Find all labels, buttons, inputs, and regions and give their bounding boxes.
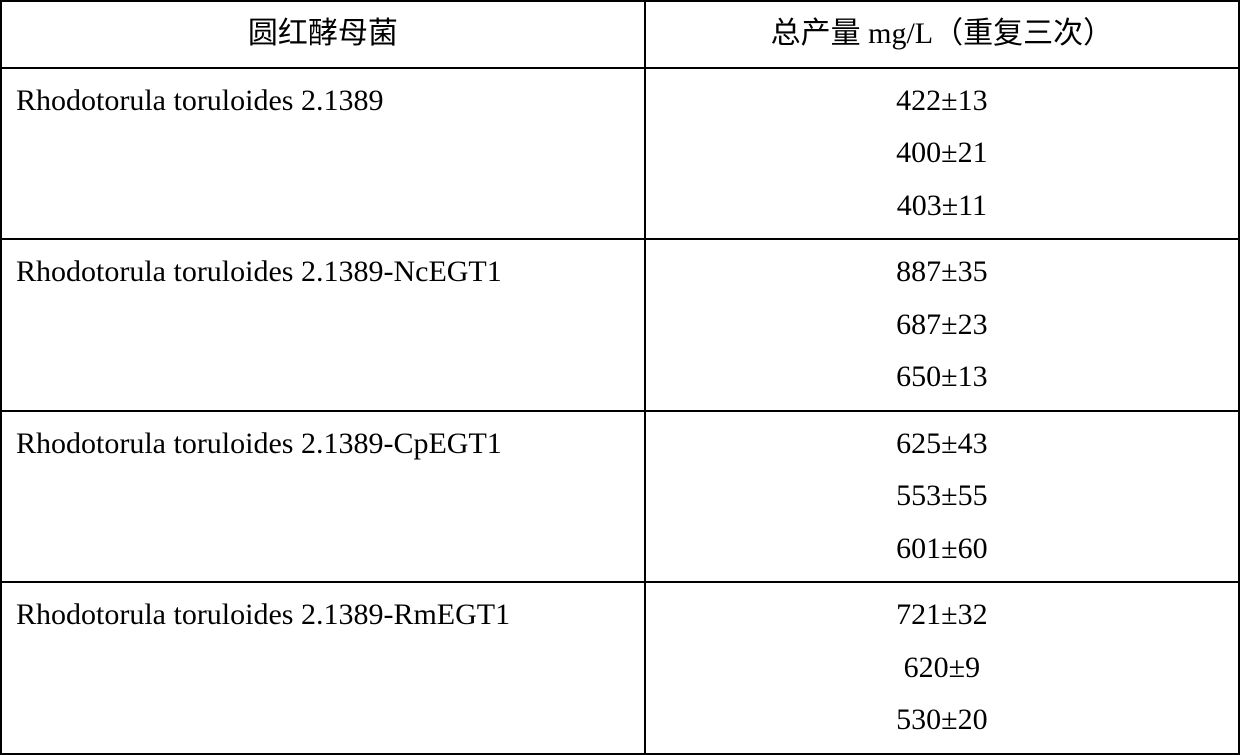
table-row: Rhodotorula toruloides 2.1389 422±13 400… bbox=[1, 68, 1239, 240]
header-yield: 总产量 mg/L（重复三次） bbox=[645, 1, 1239, 68]
header-row: 圆红酵母菌 总产量 mg/L（重复三次） bbox=[1, 1, 1239, 68]
header-strain: 圆红酵母菌 bbox=[1, 1, 645, 68]
table-row: Rhodotorula toruloides 2.1389-NcEGT1 887… bbox=[1, 239, 1239, 411]
table-body: Rhodotorula toruloides 2.1389 422±13 400… bbox=[1, 68, 1239, 754]
table-row: Rhodotorula toruloides 2.1389-CpEGT1 625… bbox=[1, 411, 1239, 583]
strain-cell: Rhodotorula toruloides 2.1389-NcEGT1 bbox=[1, 239, 645, 411]
value-line: 400±21 bbox=[660, 127, 1224, 180]
value-line: 403±11 bbox=[660, 180, 1224, 233]
strain-cell: Rhodotorula toruloides 2.1389 bbox=[1, 68, 645, 240]
value-line: 721±32 bbox=[660, 589, 1224, 642]
table-container: 圆红酵母菌 总产量 mg/L（重复三次） Rhodotorula toruloi… bbox=[0, 0, 1240, 654]
strain-cell: Rhodotorula toruloides 2.1389-RmEGT1 bbox=[1, 582, 645, 754]
value-line: 620±9 bbox=[660, 642, 1224, 695]
value-cell: 887±35 687±23 650±13 bbox=[645, 239, 1239, 411]
table-row: Rhodotorula toruloides 2.1389-RmEGT1 721… bbox=[1, 582, 1239, 754]
value-line: 422±13 bbox=[660, 75, 1224, 128]
value-line: 553±55 bbox=[660, 470, 1224, 523]
value-line: 687±23 bbox=[660, 299, 1224, 352]
value-line: 887±35 bbox=[660, 246, 1224, 299]
value-line: 650±13 bbox=[660, 351, 1224, 404]
value-line: 625±43 bbox=[660, 418, 1224, 471]
value-line: 530±20 bbox=[660, 694, 1224, 747]
value-line: 601±60 bbox=[660, 523, 1224, 576]
value-cell: 625±43 553±55 601±60 bbox=[645, 411, 1239, 583]
strain-cell: Rhodotorula toruloides 2.1389-CpEGT1 bbox=[1, 411, 645, 583]
value-cell: 422±13 400±21 403±11 bbox=[645, 68, 1239, 240]
value-cell: 721±32 620±9 530±20 bbox=[645, 582, 1239, 754]
yield-table: 圆红酵母菌 总产量 mg/L（重复三次） Rhodotorula toruloi… bbox=[0, 0, 1240, 755]
